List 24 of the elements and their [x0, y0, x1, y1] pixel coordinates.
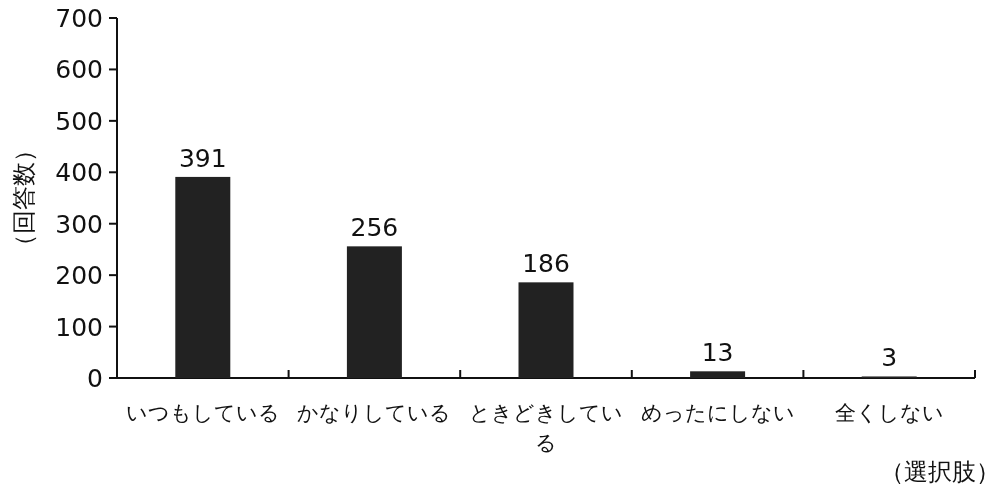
y-tick-label: 600	[55, 55, 103, 85]
x-tick-label: めったにしない	[640, 401, 795, 425]
x-tick-label: ときどきしている	[469, 401, 623, 455]
bar	[518, 282, 574, 378]
x-axis-title: （選択肢）	[880, 458, 1000, 486]
bar	[175, 176, 231, 378]
y-tick-label: 400	[55, 158, 103, 188]
y-tick-label: 300	[55, 209, 103, 239]
y-tick-label: 500	[55, 106, 103, 136]
data-label: 13	[701, 338, 734, 368]
bar	[346, 246, 402, 378]
x-tick-label: 全くしない	[834, 401, 944, 425]
y-tick-label: 0	[87, 364, 103, 393]
data-label: 391	[178, 143, 227, 173]
x-tick-label: かなりしている	[297, 401, 452, 425]
data-label: 186	[522, 249, 570, 279]
y-axis-title: （回答数）	[10, 138, 38, 258]
y-tick-label: 200	[55, 261, 103, 291]
bar	[690, 371, 746, 378]
data-label: 256	[350, 213, 399, 243]
y-tick-label: 100	[55, 312, 103, 342]
y-tick-label: 700	[55, 4, 103, 33]
x-tick-label: いつもしている	[125, 401, 280, 425]
data-label: 3	[881, 343, 898, 373]
